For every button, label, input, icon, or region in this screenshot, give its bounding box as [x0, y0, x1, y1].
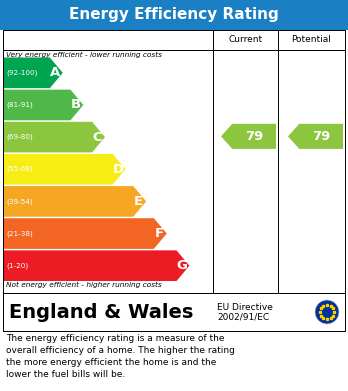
Polygon shape	[4, 186, 146, 217]
Text: 79: 79	[245, 130, 263, 143]
Text: B: B	[71, 99, 81, 111]
Polygon shape	[4, 90, 83, 120]
Polygon shape	[288, 124, 343, 149]
Bar	[0, 0, 348, 30]
Text: D: D	[112, 163, 124, 176]
Text: (39-54): (39-54)	[6, 198, 33, 204]
Text: EU Directive: EU Directive	[217, 303, 273, 312]
Text: (69-80): (69-80)	[6, 134, 33, 140]
Text: Not energy efficient - higher running costs: Not energy efficient - higher running co…	[6, 282, 162, 288]
Text: England & Wales: England & Wales	[9, 303, 193, 321]
Polygon shape	[4, 154, 126, 185]
Polygon shape	[4, 57, 63, 88]
Text: (81-91): (81-91)	[6, 102, 33, 108]
Text: (55-68): (55-68)	[6, 166, 33, 172]
Text: E: E	[134, 195, 143, 208]
Text: G: G	[176, 259, 188, 272]
Text: (1-20): (1-20)	[6, 262, 28, 269]
Text: Potential: Potential	[292, 36, 331, 45]
Polygon shape	[4, 122, 105, 152]
Text: A: A	[50, 66, 61, 79]
Text: (92-100): (92-100)	[6, 70, 37, 76]
Text: 2002/91/EC: 2002/91/EC	[217, 312, 269, 321]
Circle shape	[315, 300, 339, 324]
Text: Current: Current	[228, 36, 262, 45]
Text: The energy efficiency rating is a measure of the
overall efficiency of a home. T: The energy efficiency rating is a measur…	[6, 334, 235, 379]
Text: 79: 79	[312, 130, 330, 143]
Bar	[3, 293, 345, 331]
Text: Energy Efficiency Rating: Energy Efficiency Rating	[69, 7, 279, 23]
Polygon shape	[221, 124, 276, 149]
Bar	[3, 30, 345, 293]
Text: F: F	[155, 227, 164, 240]
Polygon shape	[4, 250, 189, 281]
Text: C: C	[93, 131, 102, 143]
Text: (21-38): (21-38)	[6, 230, 33, 237]
Polygon shape	[4, 218, 167, 249]
Text: Very energy efficient - lower running costs: Very energy efficient - lower running co…	[6, 52, 162, 58]
